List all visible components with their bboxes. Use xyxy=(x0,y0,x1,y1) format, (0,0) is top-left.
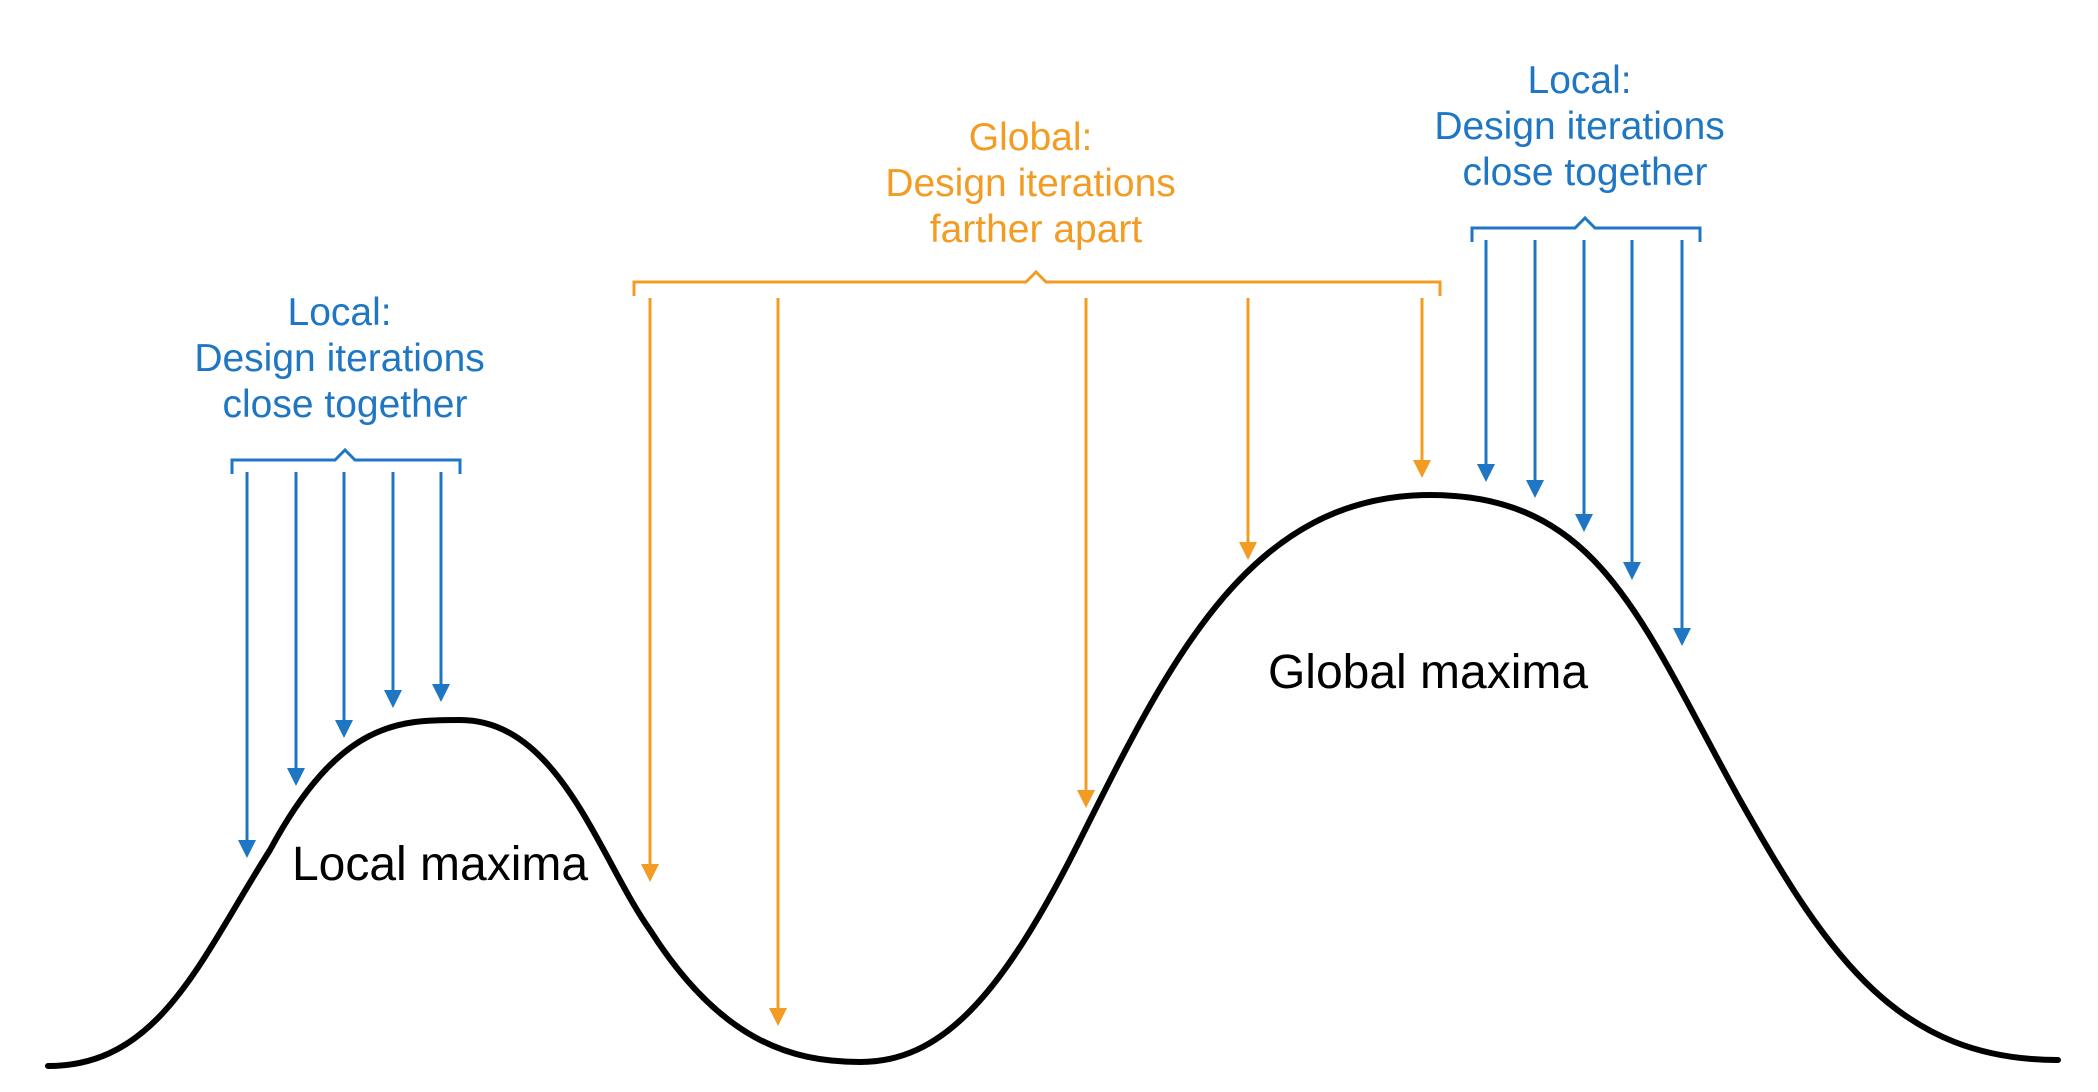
local-right-label-line-2: Design iterations xyxy=(1434,105,1724,148)
local-left-label-line-1: Local: xyxy=(288,291,392,334)
global-arrowhead-5 xyxy=(1413,460,1431,478)
global-arrowhead-3 xyxy=(1077,790,1095,808)
local-maxima-label: Local maxima xyxy=(292,838,588,891)
local-right-bracket xyxy=(1470,215,1702,242)
local-right-arrowhead-2 xyxy=(1526,480,1544,498)
local-left-bracket xyxy=(230,447,462,474)
local-left-arrowhead-1 xyxy=(238,840,256,858)
global-arrowhead-1 xyxy=(641,864,659,882)
local-left-arrowhead-2 xyxy=(287,768,305,786)
local-right-arrowhead-1 xyxy=(1477,464,1495,482)
local-left-label-line-2: Design iterations xyxy=(194,337,484,380)
global-arrowhead-2 xyxy=(769,1008,787,1026)
local-left-arrowhead-5 xyxy=(432,684,450,702)
global-label: Global: Design iterations farther apart xyxy=(885,116,1186,251)
landscape-curve xyxy=(45,491,2061,1069)
local-right-arrowhead-5 xyxy=(1673,628,1691,646)
local-left-label-line-3: close together xyxy=(223,383,468,426)
local-left-group: Local: Design iterations close together xyxy=(194,291,495,858)
local-right-arrowhead-3 xyxy=(1575,514,1593,532)
local-right-group: Local: Design iterations close together xyxy=(1434,59,1735,646)
global-label-line-3: farther apart xyxy=(930,208,1143,251)
local-left-arrowhead-4 xyxy=(384,690,402,708)
global-label-line-1: Global: xyxy=(969,116,1093,159)
local-right-arrowhead-4 xyxy=(1623,562,1641,580)
local-right-label: Local: Design iterations close together xyxy=(1434,59,1735,194)
local-right-label-line-3: close together xyxy=(1463,151,1708,194)
local-left-arrowhead-3 xyxy=(335,720,353,738)
global-group: Global: Design iterations farther apart xyxy=(632,116,1442,1026)
global-arrowhead-4 xyxy=(1239,542,1257,560)
global-label-line-2: Design iterations xyxy=(885,162,1175,205)
local-right-label-line-1: Local: xyxy=(1528,59,1632,102)
local-left-label: Local: Design iterations close together xyxy=(194,291,495,426)
global-bracket xyxy=(632,269,1442,296)
global-maxima-label: Global maxima xyxy=(1268,646,1588,699)
